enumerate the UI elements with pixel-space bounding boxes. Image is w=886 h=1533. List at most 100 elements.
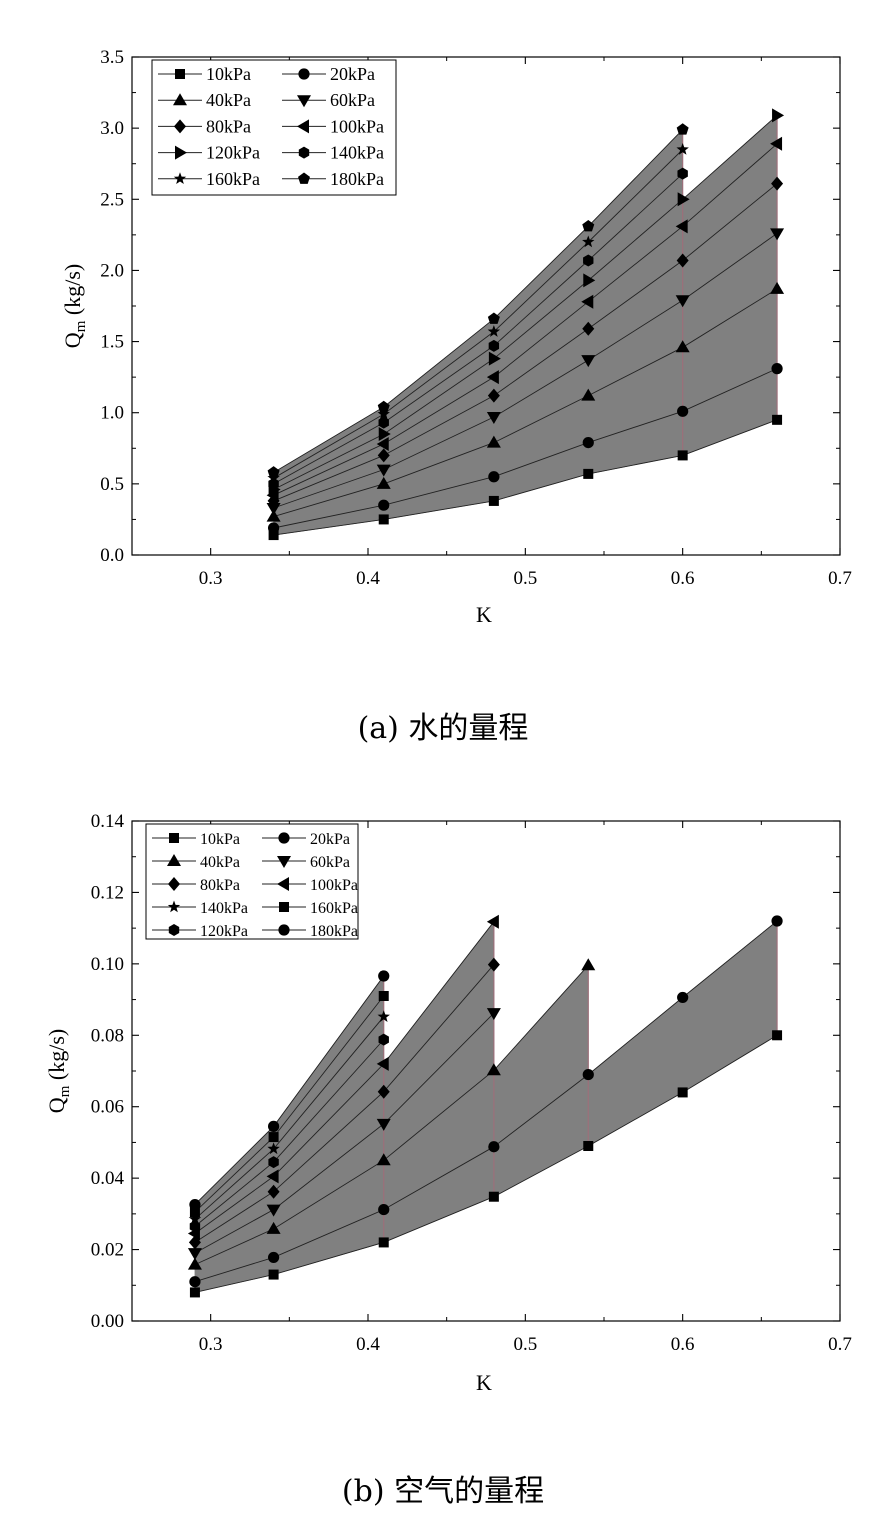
point-160kPa-1: [268, 1132, 279, 1143]
legend-marker-20kPa: [278, 832, 290, 844]
point-80kPa-4: [676, 253, 689, 268]
point-60kPa-0: [187, 1248, 202, 1261]
y-tick-label: 2.0: [100, 260, 124, 281]
point-10kPa-0: [189, 1287, 200, 1298]
series-line-100kPa: [273, 143, 778, 496]
legend-label: 180kPa: [310, 923, 358, 940]
y-axis-label-unit: (kg/s): [44, 1029, 69, 1086]
point-10kPa-5: [772, 414, 783, 425]
y-tick-label: 0.08: [91, 1025, 124, 1046]
y-tick-label: 0.14: [91, 811, 125, 832]
y-axis-label: Qm (kg/s): [44, 1029, 73, 1113]
point-60kPa-1: [376, 464, 391, 477]
y-axis-label-sub: m: [57, 1085, 73, 1097]
legend-label: 20kPa: [330, 64, 375, 84]
y-axis-label-main: Q: [44, 1097, 69, 1113]
range-fill-4: [587, 996, 684, 1147]
point-10kPa-0: [268, 530, 279, 541]
point-140kPa-0: [188, 1212, 202, 1225]
y-tick-label: 0.5: [100, 474, 124, 495]
point-180kPa-2: [487, 312, 500, 324]
point-160kPa-2: [487, 325, 501, 337]
point-180kPa-0: [267, 466, 280, 478]
range-fill-1: [273, 975, 385, 1276]
point-120kPa-0: [189, 1220, 201, 1233]
y-tick-label: 0.00: [91, 1311, 124, 1332]
point-20kPa-4: [582, 1068, 594, 1081]
legend-label: 140kPa: [200, 900, 248, 917]
point-180kPa-0: [189, 1198, 201, 1211]
x-tick-label: 0.3: [199, 1334, 223, 1355]
legend-label: 180kPa: [330, 169, 384, 189]
x-tick-label: 0.4: [356, 1334, 380, 1355]
series-line-120kPa: [273, 114, 778, 490]
y-tick-label: 3.5: [100, 47, 124, 68]
legend-box: [145, 823, 359, 940]
point-60kPa-5: [770, 228, 785, 241]
point-20kPa-5: [677, 991, 689, 1004]
legend: 10kPa 20kPa 40kPa 60kPa 80kPa 100kPa 140kPa 160…: [145, 823, 359, 940]
legend-label: 40kPa: [200, 854, 240, 871]
point-160kPa-3: [582, 235, 595, 248]
x-tick-label: 0.5: [513, 1334, 537, 1355]
x-axis-label: K: [476, 602, 492, 627]
point-80kPa-1: [267, 1184, 280, 1199]
point-80kPa-3: [582, 321, 595, 336]
point-120kPa-1: [378, 427, 391, 442]
point-20kPa-1: [378, 499, 390, 511]
range-fill-2: [383, 920, 495, 1243]
point-160kPa-1: [377, 407, 390, 420]
point-100kPa-5: [770, 136, 783, 151]
point-10kPa-4: [583, 1141, 594, 1151]
point-40kPa-4: [581, 958, 596, 971]
point-20kPa-1: [268, 1251, 280, 1264]
y-tick-label: 2.5: [100, 189, 124, 210]
point-120kPa-5: [772, 108, 785, 123]
legend-marker-10kPa: [169, 833, 179, 843]
point-10kPa-6: [772, 1030, 783, 1041]
legend-marker-140kPa: [298, 146, 310, 159]
range-fill-3: [493, 964, 589, 1198]
point-40kPa-0: [187, 1257, 202, 1270]
series-line-80kPa: [273, 183, 778, 502]
y-tick-label: 0.0: [100, 545, 124, 566]
point-20kPa-0: [189, 1276, 201, 1288]
point-120kPa-1: [268, 1156, 279, 1169]
legend-label: 120kPa: [206, 143, 260, 163]
legend-label: 40kPa: [206, 90, 251, 110]
y-axis-label-sub: m: [73, 320, 89, 332]
point-20kPa-0: [268, 522, 280, 534]
y-axis-label: Qm (kg/s): [60, 264, 89, 348]
y-tick-label: 0.12: [91, 882, 124, 903]
point-80kPa-1: [377, 448, 390, 463]
legend-marker-60kPa: [297, 95, 311, 108]
legend-marker-100kPa: [297, 119, 309, 134]
series-line-80kPa: [194, 964, 495, 1243]
legend-marker-120kPa: [168, 924, 180, 936]
series-line-100kPa: [194, 921, 495, 1234]
legend-marker-160kPa: [279, 902, 289, 912]
legend-marker-40kPa: [167, 854, 181, 866]
point-140kPa-2: [377, 1010, 390, 1022]
point-40kPa-2: [486, 435, 501, 448]
point-120kPa-2: [488, 351, 501, 366]
legend-label: 10kPa: [200, 831, 240, 848]
legend-marker-180kPa: [278, 924, 290, 936]
y-axis-label-main: Q: [60, 332, 85, 348]
point-180kPa-1: [377, 400, 390, 413]
point-120kPa-4: [677, 192, 690, 207]
point-10kPa-2: [488, 495, 499, 506]
legend-label: 160kPa: [310, 900, 358, 917]
point-40kPa-5: [770, 281, 785, 294]
x-axis-label: K: [476, 1370, 492, 1395]
point-100kPa-4: [675, 219, 688, 234]
y-tick-label: 3.0: [100, 118, 124, 139]
point-140kPa-1: [378, 416, 389, 429]
legend-box: [151, 59, 397, 196]
legend-marker-80kPa: [168, 877, 180, 891]
x-tick-label: 0.7: [828, 1334, 852, 1355]
point-10kPa-3: [583, 468, 594, 479]
point-10kPa-2: [378, 1237, 389, 1248]
point-160kPa-0: [189, 1207, 200, 1218]
point-20kPa-4: [677, 405, 689, 417]
